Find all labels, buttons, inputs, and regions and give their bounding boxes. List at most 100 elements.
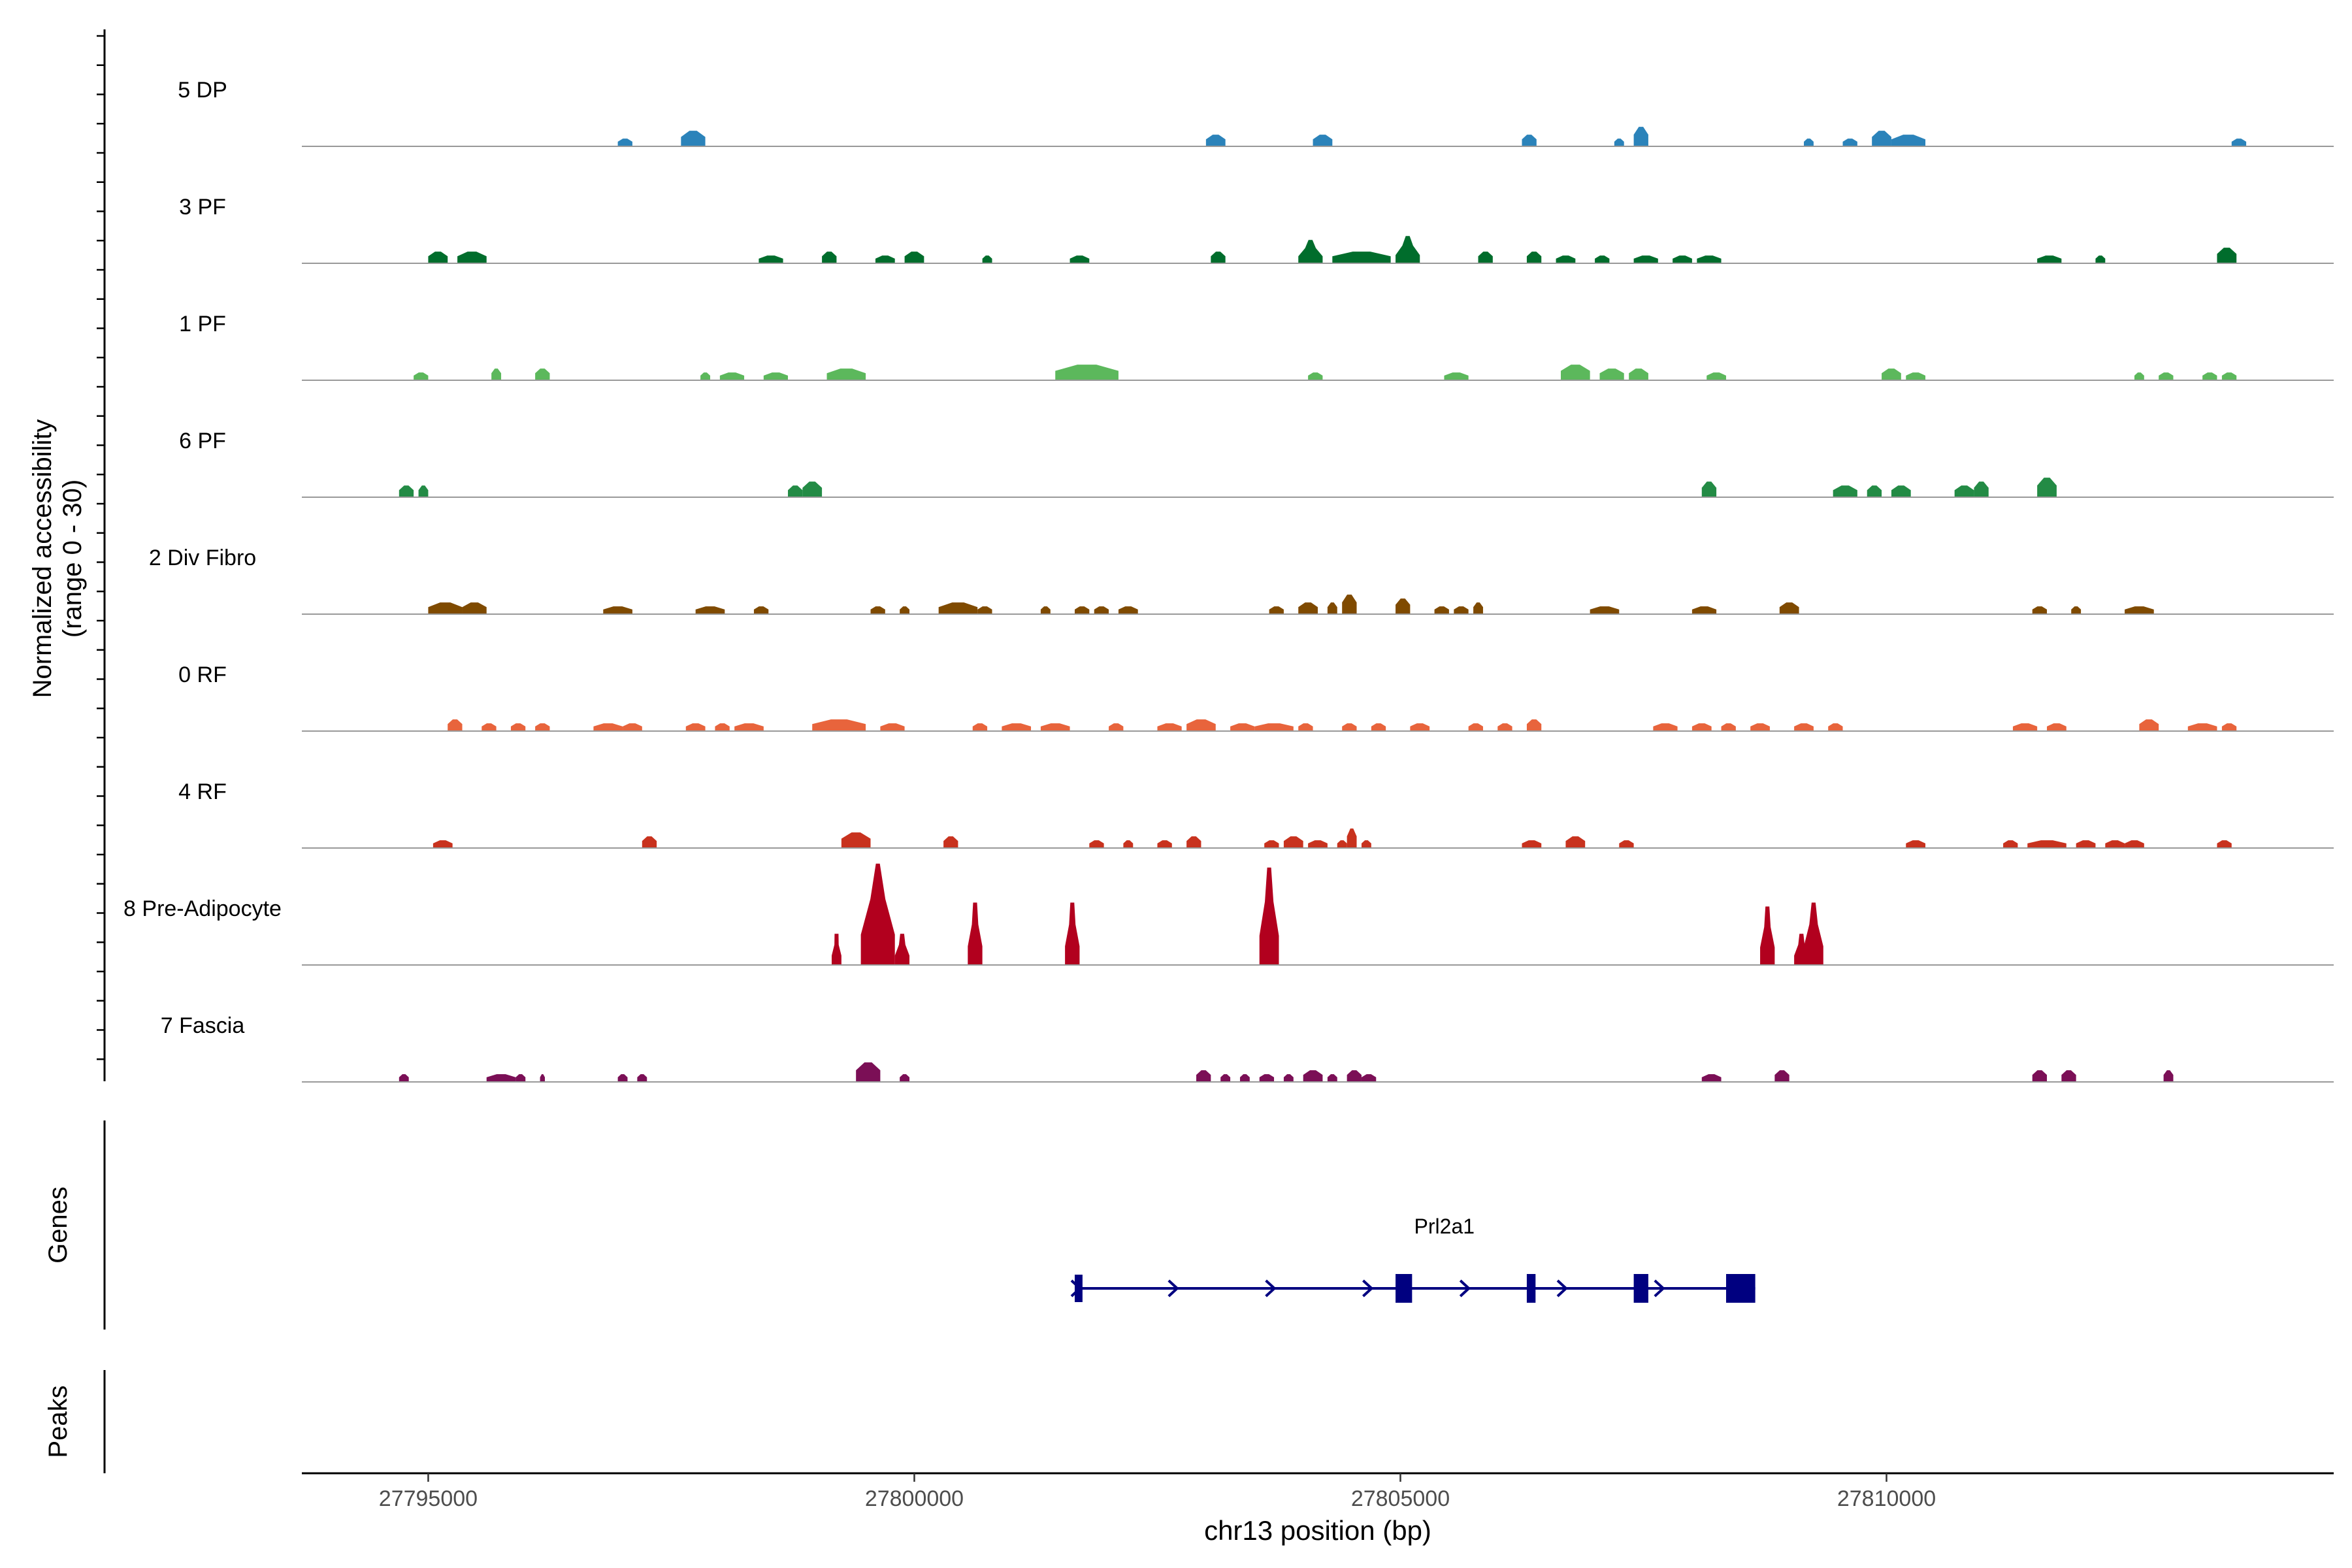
coverage-peak xyxy=(2202,372,2217,380)
strand-arrow xyxy=(1459,1279,1471,1298)
track-8-pre-adipocyte: 8 Pre-Adipocyte xyxy=(123,863,2334,966)
track-label: 5 DP xyxy=(178,78,227,103)
x-axis-title: chr13 position (bp) xyxy=(1204,1515,1431,1546)
coverage-peak xyxy=(1673,255,1692,263)
coverage-peak xyxy=(1691,723,1712,731)
coverage-peak xyxy=(1701,1074,1722,1082)
coverage-peak xyxy=(1157,840,1172,848)
track-3-pf: 3 PF xyxy=(179,195,2334,264)
coverage-peak xyxy=(1468,723,1483,731)
track-label: 0 RF xyxy=(178,662,227,687)
coverage-peak xyxy=(2125,840,2144,848)
coverage-peak xyxy=(2217,840,2232,848)
coverage-peak xyxy=(1347,1070,1362,1082)
coverage-peak xyxy=(2217,248,2237,263)
coverage-peak xyxy=(535,368,550,380)
coverage-peak xyxy=(2003,840,2018,848)
coverage-peak xyxy=(2187,723,2217,731)
coverage-peak xyxy=(1239,1074,1250,1082)
track-label: 8 Pre-Adipocyte xyxy=(123,896,282,921)
coverage-peak xyxy=(1070,255,1090,263)
coverage-peak xyxy=(904,252,924,263)
coverage-peak xyxy=(982,255,992,263)
coverage-peak xyxy=(540,1074,546,1082)
coverage-peak xyxy=(734,723,764,731)
coverage-peak xyxy=(617,139,632,146)
track-1-pf: 1 PF xyxy=(179,312,2334,381)
coverage-peak xyxy=(826,368,866,380)
coverage-peak xyxy=(1259,1074,1275,1082)
coverage-peak xyxy=(1906,840,1926,848)
coverage-peak xyxy=(788,485,803,497)
coverage-peak xyxy=(1040,606,1051,614)
coverage-peak xyxy=(2047,723,2066,731)
coverage-peak xyxy=(1109,723,1124,731)
coverage-peak xyxy=(2095,255,2106,263)
coverage-peak xyxy=(1454,606,1469,614)
coverage-peak xyxy=(972,723,988,731)
coverage-peak xyxy=(2032,606,2048,614)
coverage-peak xyxy=(1833,485,1857,497)
coverage-peak xyxy=(1303,1070,1323,1082)
coverage-peak xyxy=(2076,840,2096,848)
coverage-peak xyxy=(1633,255,1658,263)
coverage-peak xyxy=(399,1074,409,1082)
track-2-div-fibro: 2 Div Fibro xyxy=(149,546,2334,615)
coverage-peak xyxy=(2139,719,2159,731)
coverage-peak xyxy=(1629,368,1648,380)
track-5-dp: 5 DP xyxy=(178,78,2334,147)
coverage-peak xyxy=(1891,485,1911,497)
coverage-peak xyxy=(617,1074,628,1082)
coverage-peak xyxy=(1220,1074,1231,1082)
coverage-peak xyxy=(2134,372,2144,380)
coverage-peak xyxy=(2231,139,2247,146)
coverage-peak xyxy=(1342,595,1357,614)
coverage-peak xyxy=(1298,602,1318,614)
coverage-peak xyxy=(462,602,487,614)
coverage-peak xyxy=(1561,365,1590,380)
coverage-peak xyxy=(866,898,885,965)
coverage-peak xyxy=(1691,606,1717,614)
strand-arrow xyxy=(1168,1279,1179,1298)
coverage-peak xyxy=(603,606,632,614)
coverage-peak xyxy=(1040,723,1070,731)
coverage-peak xyxy=(831,934,841,965)
strand-arrow xyxy=(1654,1279,1665,1298)
coverage-peak xyxy=(1882,368,1901,380)
coverage-peak xyxy=(1653,723,1678,731)
coverage-peak xyxy=(2027,840,2066,848)
coverage-peak xyxy=(880,723,905,731)
gene-exon xyxy=(1526,1274,1536,1303)
coverage-peak xyxy=(1707,372,1726,380)
coverage-peak xyxy=(1760,906,1775,965)
coverage-peak xyxy=(2163,1070,2174,1082)
track-label: 7 Fascia xyxy=(161,1013,245,1038)
coverage-peak xyxy=(763,372,789,380)
coverage-peak xyxy=(482,723,497,731)
coverage-peak xyxy=(943,836,958,848)
coverage-peak xyxy=(1157,723,1182,731)
coverage-peak xyxy=(1526,719,1542,731)
coverage-peak xyxy=(2061,1070,2076,1082)
coverage-peak xyxy=(1872,131,1891,146)
coverage-peak xyxy=(977,606,992,614)
coverage-peak xyxy=(1186,719,1216,731)
gene-exon xyxy=(1074,1275,1083,1302)
coverage-peak xyxy=(1065,902,1080,965)
coverage-peak xyxy=(1444,372,1469,380)
coverage-peak xyxy=(1867,485,1882,497)
track-0-rf: 0 RF xyxy=(178,662,2334,732)
coverage-peak xyxy=(1701,482,1717,497)
coverage-peak xyxy=(968,902,983,965)
coverage-peak xyxy=(1614,139,1624,146)
coverage-peak xyxy=(1974,482,1989,497)
y-axis-title: Normalized accessibility (range 0 - 30) xyxy=(28,419,87,698)
coverage-peak xyxy=(2071,606,2082,614)
coverage-peak xyxy=(1828,723,1843,731)
track-7-fascia: 7 Fascia xyxy=(161,1013,2334,1083)
x-tick-label: 27800000 xyxy=(865,1486,964,1511)
coverage-peak xyxy=(1779,602,1799,614)
coverage-peak xyxy=(1697,255,1722,263)
coverage-peak xyxy=(900,1074,910,1082)
